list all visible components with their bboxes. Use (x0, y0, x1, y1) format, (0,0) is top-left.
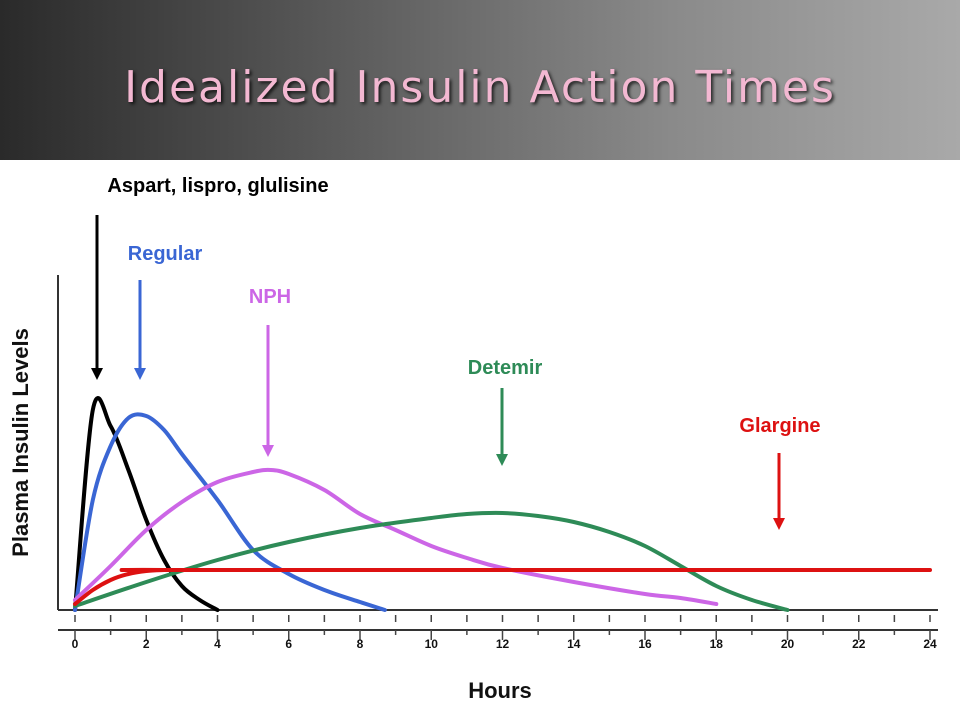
x-tick-label: 20 (781, 637, 795, 651)
chart-axes: 0 2 4 6 8 10 12 14 16 18 20 22 24 (57, 275, 938, 651)
x-tick-label: 24 (923, 637, 937, 651)
x-tick-label: 4 (214, 637, 221, 651)
x-tick-label: 22 (852, 637, 866, 651)
series-4-arrow-head (773, 518, 785, 530)
x-tick-label: 16 (638, 637, 652, 651)
series-2-label: NPH (249, 286, 291, 308)
x-tick-label: 14 (567, 637, 581, 651)
x-tick-label: 18 (710, 637, 724, 651)
series-1-label: Regular (128, 243, 203, 265)
series-2-arrow-head (262, 445, 274, 457)
slide-header (0, 0, 960, 160)
x-tick-label: 2 (143, 637, 150, 651)
x-tick-label: 0 (72, 637, 79, 651)
series-0-label: Aspart, lispro, glulisine (107, 175, 328, 197)
series-3-line (73, 510, 790, 612)
x-tick-label: 6 (285, 637, 292, 651)
series-3-label: Detemir (468, 357, 543, 379)
series-2-line (73, 467, 719, 606)
series-0-arrow-head (91, 368, 103, 380)
series-1-line (73, 412, 387, 612)
x-tick-label: 12 (496, 637, 510, 651)
chart-series-layer (73, 396, 932, 612)
x-axis-title: Hours (468, 678, 532, 703)
series-0-line (73, 396, 220, 612)
series-1-arrow-head (134, 368, 146, 380)
series-4-label: Glargine (739, 415, 820, 437)
chart-annotations: Aspart, lispro, glulisine Regular NPH Detem… (91, 175, 821, 530)
series-3-arrow-head (496, 454, 508, 466)
x-tick-label: 8 (357, 637, 364, 651)
x-tick-label: 10 (425, 637, 439, 651)
y-axis-title: Plasma Insulin Levels (8, 328, 33, 557)
insulin-action-chart: 0 2 4 6 8 10 12 14 16 18 20 22 24 Aspart, lispro, gl… (8, 175, 938, 703)
slide-title: Idealized Insulin Action Times (124, 62, 836, 113)
series-4-line (73, 567, 932, 606)
